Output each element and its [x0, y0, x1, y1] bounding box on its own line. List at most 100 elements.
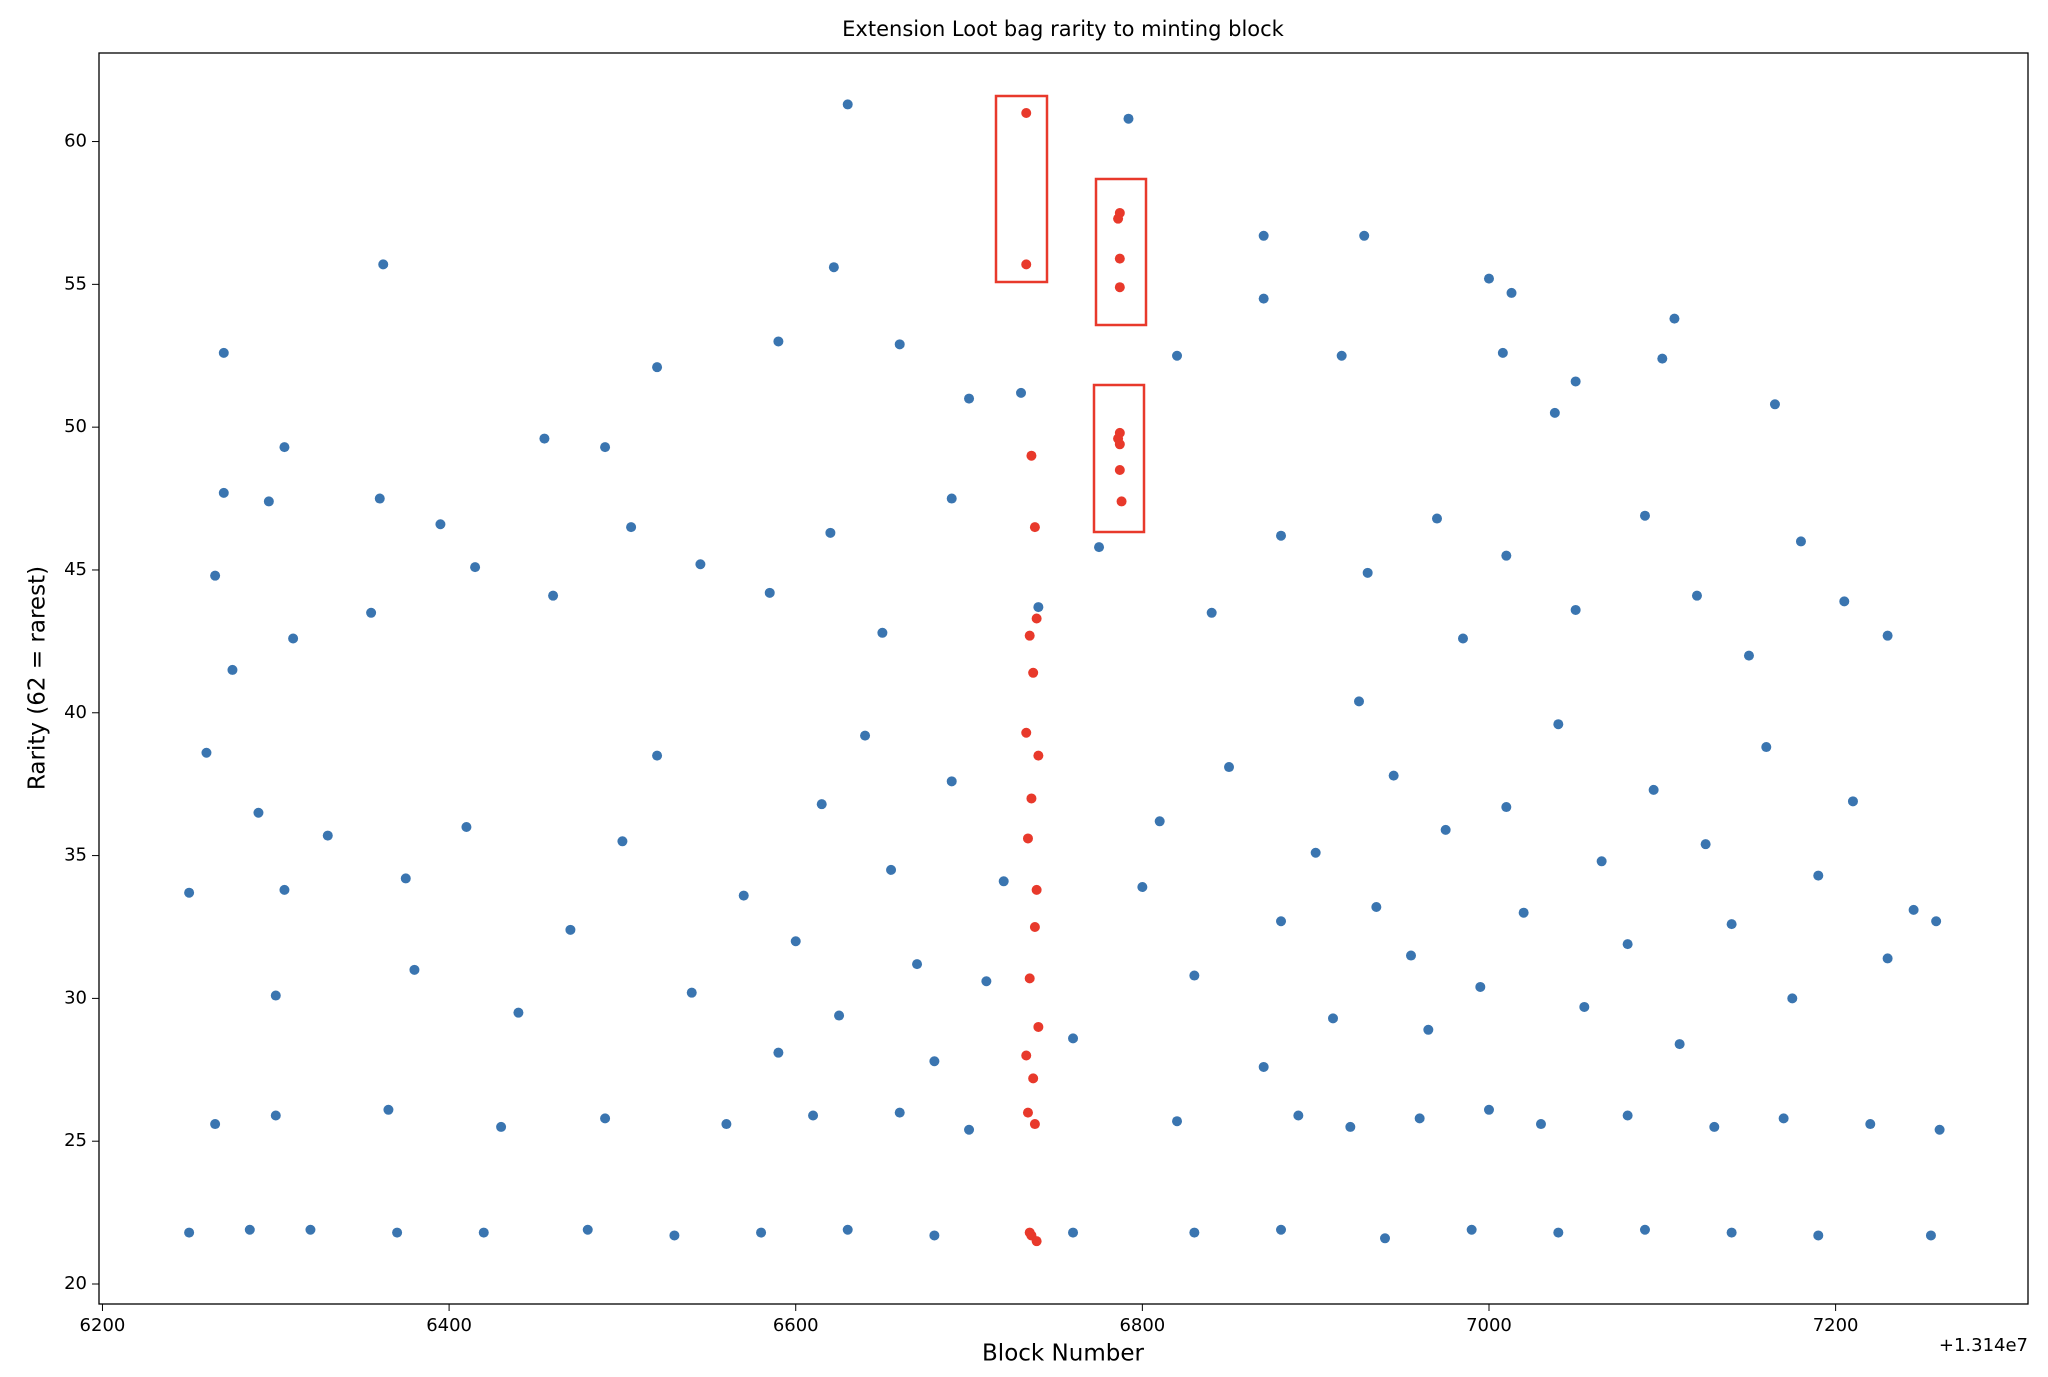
point — [496, 1121, 507, 1132]
highlight-box — [1094, 177, 1148, 327]
point — [773, 1047, 784, 1058]
point — [1423, 1024, 1434, 1035]
point — [374, 493, 385, 504]
point — [894, 1107, 905, 1118]
point — [1123, 113, 1134, 124]
point — [1033, 750, 1044, 761]
point — [877, 627, 888, 638]
x-tick-label: 6200 — [80, 1315, 126, 1336]
point — [842, 1224, 853, 1235]
point — [1414, 1113, 1425, 1124]
point — [1189, 1227, 1200, 1238]
point — [894, 339, 905, 350]
point — [1549, 407, 1560, 418]
point — [828, 262, 839, 273]
point — [1787, 993, 1798, 1004]
point — [1839, 596, 1850, 607]
point — [184, 1227, 195, 1238]
point — [1021, 259, 1032, 270]
point — [1362, 567, 1373, 578]
point — [695, 559, 706, 570]
point — [1029, 921, 1040, 932]
point — [842, 99, 853, 110]
point — [964, 1124, 975, 1135]
highlight-box — [1092, 383, 1146, 534]
point — [1813, 1230, 1824, 1241]
point — [600, 1113, 611, 1124]
y-tick-label: 20 — [64, 1273, 87, 1294]
point — [1114, 282, 1125, 293]
point — [929, 1056, 940, 1067]
point — [1028, 1073, 1039, 1084]
point — [912, 959, 923, 970]
point — [1345, 1121, 1356, 1132]
point — [1021, 1050, 1032, 1061]
point — [279, 442, 290, 453]
point — [1024, 973, 1035, 984]
point — [1579, 1001, 1590, 1012]
point — [669, 1230, 680, 1241]
plot-frame — [98, 52, 2029, 1305]
x-tick-label: 7000 — [1466, 1315, 1512, 1336]
point — [1596, 856, 1607, 867]
point — [383, 1104, 394, 1115]
point — [1778, 1113, 1789, 1124]
point — [1518, 907, 1529, 918]
point — [1475, 981, 1486, 992]
point — [929, 1230, 940, 1241]
point — [1258, 293, 1269, 304]
point — [1258, 230, 1269, 241]
point — [1114, 253, 1125, 264]
point — [1380, 1233, 1390, 1244]
point — [1024, 1227, 1035, 1238]
y-tick-label: 55 — [64, 273, 87, 294]
point — [1021, 107, 1032, 118]
point — [1622, 939, 1633, 950]
point — [1258, 1061, 1269, 1072]
point — [1506, 287, 1517, 298]
point — [201, 747, 212, 758]
x-tick-label: 6800 — [1119, 1315, 1165, 1336]
point — [825, 527, 836, 538]
point — [1639, 1224, 1650, 1235]
point — [400, 873, 411, 884]
point — [1813, 870, 1824, 881]
point — [1068, 1033, 1079, 1044]
point — [1553, 1227, 1564, 1238]
point — [1761, 742, 1772, 753]
point — [270, 1110, 281, 1121]
point — [790, 936, 801, 947]
point — [1743, 650, 1754, 661]
point — [964, 393, 975, 404]
point — [1674, 1039, 1685, 1050]
point — [1622, 1110, 1633, 1121]
point — [1137, 882, 1148, 892]
point — [981, 976, 992, 987]
point — [1189, 970, 1200, 981]
point — [1726, 919, 1737, 930]
y-axis-label: Rarity (62 = rarest) — [25, 566, 51, 790]
point — [1068, 1227, 1079, 1238]
point — [1021, 727, 1032, 738]
point — [244, 1224, 255, 1235]
point — [756, 1227, 767, 1238]
point — [270, 990, 281, 1001]
point — [409, 964, 420, 975]
point — [998, 876, 1009, 887]
point — [470, 562, 481, 573]
point — [1769, 399, 1780, 410]
point — [721, 1119, 732, 1130]
point — [738, 890, 749, 901]
point — [1336, 350, 1347, 361]
point — [600, 442, 611, 453]
y-tick-label: 30 — [64, 987, 87, 1008]
point — [1154, 816, 1165, 827]
y-tick-label: 50 — [64, 416, 87, 437]
point — [1328, 1013, 1339, 1024]
point — [1925, 1230, 1936, 1241]
point — [210, 1119, 221, 1130]
y-tick-label: 35 — [64, 845, 87, 866]
highlight-box — [994, 94, 1049, 284]
